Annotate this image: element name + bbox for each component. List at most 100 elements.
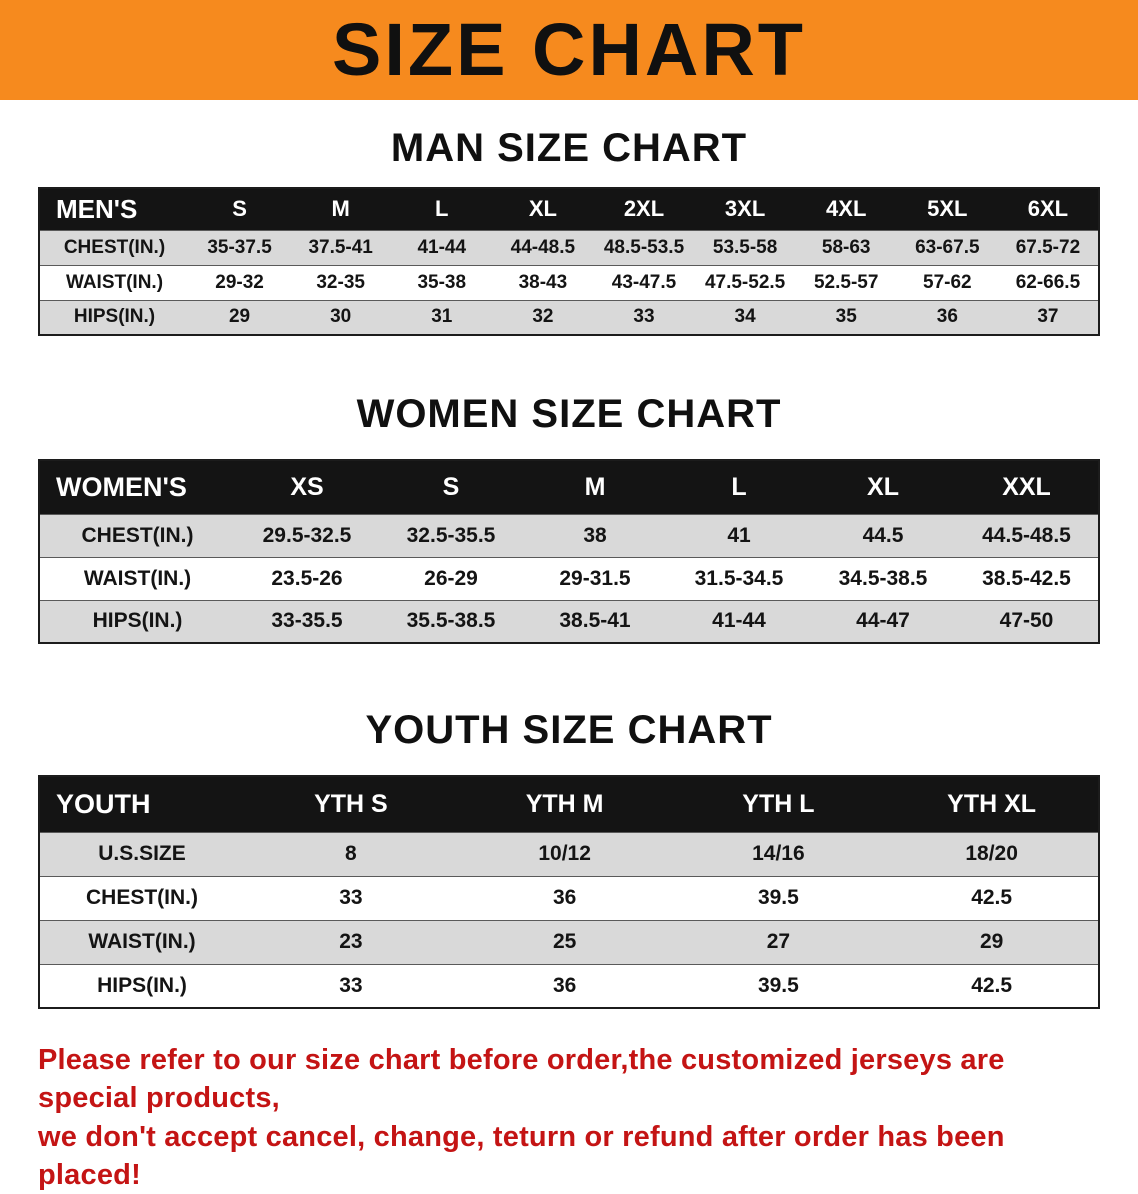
- size-value: 42.5: [971, 886, 1013, 909]
- disclaimer-line-1: Please refer to our size chart before or…: [38, 1044, 1005, 1115]
- size-value: 33: [339, 973, 363, 997]
- size-value: 36: [552, 973, 577, 997]
- size-value: 44.5-48.5: [982, 523, 1071, 547]
- size-value: 33: [633, 306, 655, 328]
- size-value: 29-31.5: [559, 566, 631, 590]
- table-row: WAIST(IN.) 29-32 32-35 35-38 38-43 43-47.5 47.…: [39, 265, 1099, 300]
- table-row: CHEST(IN.) 35-37.5 37.5-41 41-44 44-48.5 48.5…: [39, 230, 1099, 265]
- men-size-section: MAN SIZE CHART MEN'S S M L XL 2XL 3XL 4XL 5XL 6XL…: [0, 126, 1138, 336]
- size-value: 37.5-41: [308, 236, 373, 258]
- size-column-header: XS: [235, 460, 379, 514]
- table-row: CHEST(IN.) 29.5-32.5 32.5-35.5 38 41 44.5 44.5…: [39, 514, 1099, 557]
- size-value: 31.5-34.5: [694, 566, 784, 590]
- size-value: 29: [979, 930, 1004, 953]
- row-label: WAIST(IN.): [88, 930, 196, 953]
- size-value: 57-62: [923, 271, 972, 293]
- size-value: 38.5-42.5: [982, 566, 1071, 590]
- size-value: 62-66.5: [1015, 271, 1081, 293]
- size-column-header: L: [391, 188, 493, 230]
- size-value: 47-50: [999, 609, 1054, 633]
- size-value: 47.5-52.5: [704, 271, 786, 293]
- size-column-header: M: [523, 460, 667, 514]
- row-label: CHEST(IN.): [86, 886, 198, 909]
- size-value: 38.5-41: [559, 609, 631, 633]
- size-value: 58-63: [821, 236, 871, 258]
- size-value: 38-43: [518, 271, 568, 293]
- youth-section-heading: YOUTH SIZE CHART: [365, 708, 773, 752]
- size-value: 36: [552, 886, 577, 909]
- size-value: 39.5: [757, 886, 799, 909]
- size-column-header: 5XL: [896, 188, 998, 230]
- size-value: 44-48.5: [510, 236, 576, 258]
- size-value: 35.5-38.5: [406, 609, 496, 633]
- size-column-header: L: [667, 460, 811, 514]
- size-value: 44.5: [862, 523, 904, 547]
- size-column-header: XXL: [955, 460, 1099, 514]
- table-title-cell: MEN'S: [39, 188, 189, 230]
- size-value: 41-44: [712, 609, 766, 633]
- women-section-heading: WOMEN SIZE CHART: [356, 392, 782, 436]
- size-value: 33-35.5: [271, 609, 343, 633]
- row-label: HIPS(IN.): [97, 973, 187, 997]
- men-section-heading: MAN SIZE CHART: [390, 126, 748, 170]
- table-row: HIPS(IN.) 33 36 39.5 42.5: [39, 964, 1099, 1008]
- size-value: 25: [552, 930, 577, 953]
- table-row: WAIST(IN.) 23.5-26 26-29 29-31.5 31.5-34.5 34…: [39, 557, 1099, 600]
- table-row: U.S.SIZE 8 10/12 14/16 18/20: [39, 832, 1099, 876]
- men-size-table: MEN'S S M L XL 2XL 3XL 4XL 5XL 6XL CHEST(IN.) 35-3…: [38, 187, 1100, 336]
- size-value: 29.5-32.5: [262, 523, 352, 547]
- size-column-header: 6XL: [997, 188, 1099, 230]
- size-value: 32: [532, 306, 554, 328]
- size-chart-banner: SIZE CHART: [0, 0, 1138, 100]
- size-value: 32.5-35.5: [406, 523, 496, 547]
- size-value: 18/20: [965, 842, 1018, 865]
- size-value: 34.5-38.5: [838, 566, 928, 590]
- size-column-header: YTH M: [457, 776, 672, 832]
- size-column-header: 4XL: [795, 188, 897, 230]
- size-value: 14/16: [752, 842, 805, 865]
- size-column-header: M: [290, 188, 392, 230]
- size-value: 42.5: [971, 973, 1013, 997]
- table-header-row: WOMEN'S XS S M L XL XXL: [39, 460, 1099, 514]
- size-value: 39.5: [757, 973, 799, 997]
- size-column-header: S: [379, 460, 523, 514]
- size-column-header: 2XL: [593, 188, 695, 230]
- size-value: 35: [835, 306, 857, 328]
- disclaimer-line-2: we don't accept cancel, change, teturn o…: [38, 1120, 1005, 1191]
- women-size-table: WOMEN'S XS S M L XL XXL CHEST(IN.) 29.5-32.5 32.…: [38, 459, 1100, 644]
- table-title-cell: WOMEN'S: [39, 460, 235, 514]
- disclaimer-note: Please refer to our size chart before or…: [0, 1041, 1138, 1194]
- size-column-header: S: [189, 188, 291, 230]
- size-value: 48.5-53.5: [603, 236, 685, 258]
- men-size-table-wrapper: MEN'S S M L XL 2XL 3XL 4XL 5XL 6XL CHEST(IN.) 35-3…: [38, 187, 1100, 336]
- size-value: 53.5-58: [712, 236, 778, 258]
- size-value: 43-47.5: [611, 271, 677, 293]
- size-column-header: YTH L: [671, 776, 886, 832]
- table-row: CHEST(IN.) 33 36 39.5 42.5: [39, 876, 1099, 920]
- size-value: 8: [345, 842, 357, 865]
- row-label: WAIST(IN.): [83, 566, 192, 590]
- page-title: SIZE CHART: [332, 8, 806, 91]
- size-value: 10/12: [538, 842, 591, 865]
- women-size-section: WOMEN SIZE CHART WOMEN'S XS S M L XL XXL CHEST…: [0, 392, 1138, 644]
- size-value: 29: [228, 306, 251, 328]
- size-value: 38: [583, 523, 607, 547]
- size-value: 44-47: [856, 609, 910, 633]
- youth-size-table-wrapper: YOUTH YTH S YTH M YTH L YTH XL U.S.SIZE 8 10/1…: [38, 775, 1100, 1009]
- size-value: 31: [431, 306, 453, 328]
- size-value: 41: [727, 523, 751, 547]
- size-value: 67.5-72: [1015, 236, 1081, 258]
- table-header-row: YOUTH YTH S YTH M YTH L YTH XL: [39, 776, 1099, 832]
- size-column-header: YTH S: [244, 776, 458, 832]
- size-value: 35-37.5: [207, 236, 272, 258]
- size-value: 26-29: [424, 566, 478, 590]
- size-value: 34: [734, 306, 756, 328]
- table-row: HIPS(IN.) 29 30 31 32 33 34 35 36 37: [39, 300, 1099, 335]
- youth-size-table: YOUTH YTH S YTH M YTH L YTH XL U.S.SIZE 8 10/1…: [38, 775, 1100, 1009]
- size-column-header: YTH XL: [885, 776, 1099, 832]
- size-column-header: 3XL: [694, 188, 796, 230]
- size-value: 27: [766, 930, 791, 953]
- size-value: 41-44: [417, 236, 467, 258]
- table-row: HIPS(IN.) 33-35.5 35.5-38.5 38.5-41 41-44 44-…: [39, 600, 1099, 643]
- table-title-cell: YOUTH: [39, 776, 244, 832]
